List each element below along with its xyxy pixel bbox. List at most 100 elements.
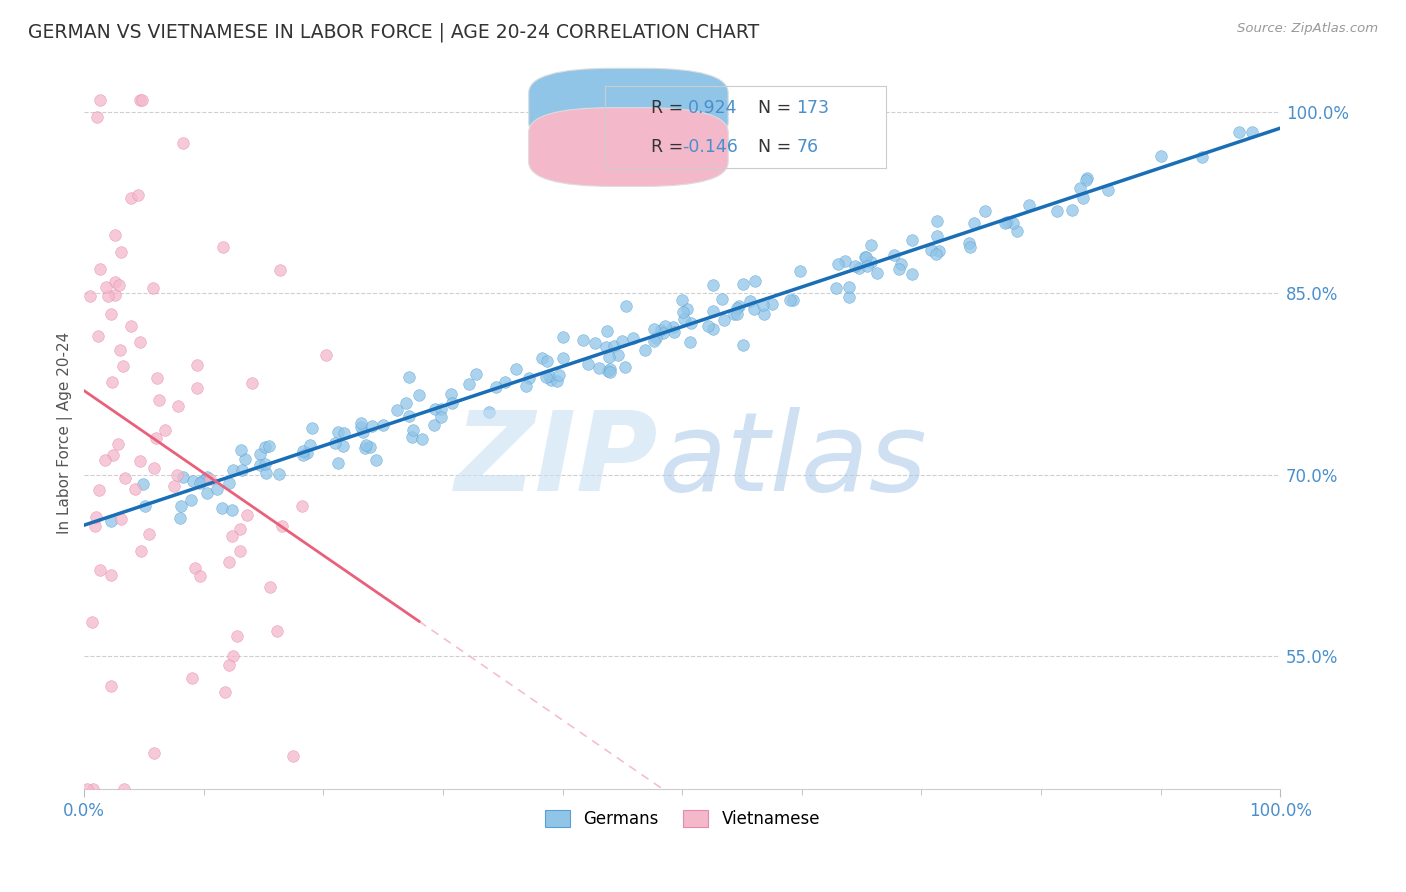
Point [350,416,373,430]
Point [131,93,153,107]
Point [354,441,377,455]
Point [643,334,665,349]
Point [702,322,724,336]
Point [315,348,337,362]
Point [779,293,801,307]
Point [328,425,350,439]
Point [333,426,356,441]
Point [1097,183,1119,197]
Point [599,365,621,379]
Point [112,359,135,373]
Point [253,440,276,454]
Point [576,357,599,371]
Point [134,500,156,514]
Point [702,278,724,293]
Point [789,264,811,278]
Point [673,312,696,326]
Point [515,378,537,392]
Point [853,250,876,264]
Point [385,402,408,417]
Point [925,246,948,260]
Point [671,293,693,307]
Point [408,388,430,402]
Point [621,331,644,345]
Text: ZIP: ZIP [456,408,658,515]
Point [650,323,672,337]
Point [236,508,259,522]
Point [1071,191,1094,205]
Text: atlas: atlas [658,408,927,515]
Point [110,512,132,526]
Point [596,324,619,338]
Point [859,255,882,269]
Point [551,351,574,365]
Point [494,376,516,390]
Point [887,262,910,277]
Point [927,214,949,228]
Point [920,243,942,257]
Point [267,467,290,482]
Point [100,515,122,529]
Point [301,421,323,435]
Point [207,482,229,496]
Point [531,351,554,366]
Point [925,228,948,243]
Point [254,458,277,472]
Point [761,296,783,310]
Point [167,400,190,414]
Point [606,348,628,362]
Point [398,409,420,424]
Point [195,470,218,484]
Point [974,204,997,219]
Point [249,447,271,461]
Point [599,362,621,376]
Point [138,526,160,541]
Point [186,358,208,372]
Point [838,280,860,294]
Point [104,228,127,243]
Point [360,418,382,433]
Point [744,302,766,317]
Point [180,672,202,686]
Point [675,301,697,316]
Point [212,240,235,254]
Point [548,368,571,382]
Point [553,330,575,344]
Point [614,359,637,374]
Point [188,475,211,490]
Point [1062,202,1084,217]
Point [1046,204,1069,219]
Point [153,423,176,437]
Point [883,247,905,261]
Point [129,454,152,468]
Point [323,436,346,450]
Point [440,387,463,401]
Point [610,334,633,349]
Point [1007,224,1029,238]
Point [711,293,734,307]
Point [356,438,378,452]
Point [82,782,104,797]
Point [465,368,488,382]
Point [963,216,986,230]
Point [112,782,135,797]
Point [120,191,142,205]
Point [588,360,610,375]
Point [662,320,685,334]
Point [1069,181,1091,195]
Point [350,420,373,434]
Point [401,423,423,437]
Point [401,430,423,444]
Point [97,288,120,302]
Point [411,432,433,446]
Point [731,338,754,352]
Point [697,318,720,333]
Point [681,316,703,330]
Point [226,630,249,644]
Point [172,136,194,150]
Point [166,468,188,483]
Point [129,334,152,349]
Point [702,304,724,318]
Point [1240,125,1263,139]
Point [1227,125,1250,139]
